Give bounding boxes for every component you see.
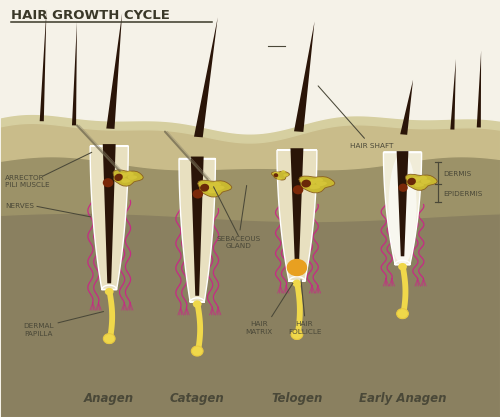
Text: DERMAL
PAPILLA: DERMAL PAPILLA [24, 323, 54, 337]
Polygon shape [106, 13, 122, 129]
Ellipse shape [104, 334, 115, 344]
Polygon shape [384, 152, 422, 265]
Polygon shape [204, 183, 215, 188]
Polygon shape [281, 170, 285, 173]
Polygon shape [118, 173, 128, 178]
Polygon shape [194, 18, 218, 137]
Text: HAIR SHAFT: HAIR SHAFT [318, 86, 393, 149]
Ellipse shape [103, 178, 114, 187]
Polygon shape [414, 182, 424, 187]
Polygon shape [294, 281, 303, 339]
Text: HAIR
FOLLICLE: HAIR FOLLICLE [288, 322, 322, 335]
Ellipse shape [200, 184, 209, 192]
Polygon shape [128, 175, 137, 180]
Polygon shape [476, 50, 481, 128]
Polygon shape [106, 289, 115, 344]
Polygon shape [294, 21, 314, 132]
Polygon shape [400, 265, 408, 319]
Polygon shape [314, 178, 324, 182]
Polygon shape [310, 184, 320, 189]
Ellipse shape [293, 185, 304, 194]
Polygon shape [40, 9, 46, 121]
Polygon shape [208, 188, 218, 193]
Polygon shape [274, 172, 280, 175]
Polygon shape [126, 171, 134, 176]
Polygon shape [450, 59, 456, 130]
Polygon shape [103, 144, 116, 283]
Text: NERVES: NERVES [6, 203, 34, 209]
Polygon shape [400, 80, 413, 135]
Ellipse shape [114, 173, 123, 181]
Polygon shape [406, 174, 438, 190]
Ellipse shape [388, 152, 416, 265]
Polygon shape [212, 182, 221, 186]
Text: SEBACEOUS
GLAND: SEBACEOUS GLAND [216, 186, 260, 249]
Ellipse shape [396, 309, 408, 319]
Ellipse shape [408, 178, 416, 185]
Polygon shape [272, 171, 289, 180]
Polygon shape [277, 150, 317, 281]
Text: Catagen: Catagen [170, 392, 224, 405]
Polygon shape [410, 177, 422, 182]
Ellipse shape [274, 173, 278, 177]
Ellipse shape [192, 189, 203, 198]
Ellipse shape [192, 346, 203, 356]
Ellipse shape [105, 288, 114, 295]
Polygon shape [299, 176, 335, 193]
Text: HAIR
MATRIX: HAIR MATRIX [245, 322, 272, 335]
Polygon shape [290, 148, 304, 269]
Ellipse shape [193, 300, 202, 308]
Polygon shape [284, 174, 288, 177]
Polygon shape [316, 181, 327, 186]
Polygon shape [277, 177, 282, 180]
Polygon shape [122, 178, 130, 183]
Polygon shape [72, 21, 77, 126]
Polygon shape [198, 180, 232, 197]
Ellipse shape [286, 259, 307, 276]
Ellipse shape [398, 263, 407, 271]
Text: DERMIS: DERMIS [444, 171, 472, 177]
Polygon shape [214, 185, 224, 191]
Ellipse shape [292, 279, 302, 287]
Text: EPIDERMIS: EPIDERMIS [444, 191, 483, 197]
Text: ARRECTOR
PILI MUSCLE: ARRECTOR PILI MUSCLE [6, 175, 50, 188]
Polygon shape [420, 179, 430, 184]
Polygon shape [194, 302, 203, 356]
Ellipse shape [302, 180, 311, 188]
Text: Early Anagen: Early Anagen [359, 392, 446, 405]
Ellipse shape [398, 183, 408, 192]
Polygon shape [396, 151, 408, 256]
Polygon shape [113, 170, 144, 186]
Polygon shape [191, 156, 203, 296]
Polygon shape [90, 146, 128, 289]
Text: Telogen: Telogen [271, 392, 322, 405]
Ellipse shape [291, 329, 303, 339]
Text: HAIR GROWTH CYCLE: HAIR GROWTH CYCLE [12, 9, 170, 22]
Polygon shape [179, 158, 216, 302]
Polygon shape [419, 176, 428, 180]
Polygon shape [306, 179, 318, 184]
Text: Anagen: Anagen [84, 392, 134, 405]
